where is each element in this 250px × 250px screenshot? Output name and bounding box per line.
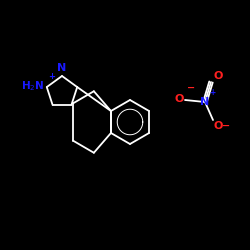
Text: N: N [200,97,209,107]
Text: O: O [213,71,222,81]
Text: +: + [48,72,55,81]
Text: −: − [222,121,230,131]
Text: −: − [187,83,195,93]
Text: N: N [58,63,66,73]
Text: O: O [214,121,224,131]
Text: H$_2$N: H$_2$N [21,79,45,93]
Text: +: + [209,88,215,97]
Text: O: O [174,94,184,104]
